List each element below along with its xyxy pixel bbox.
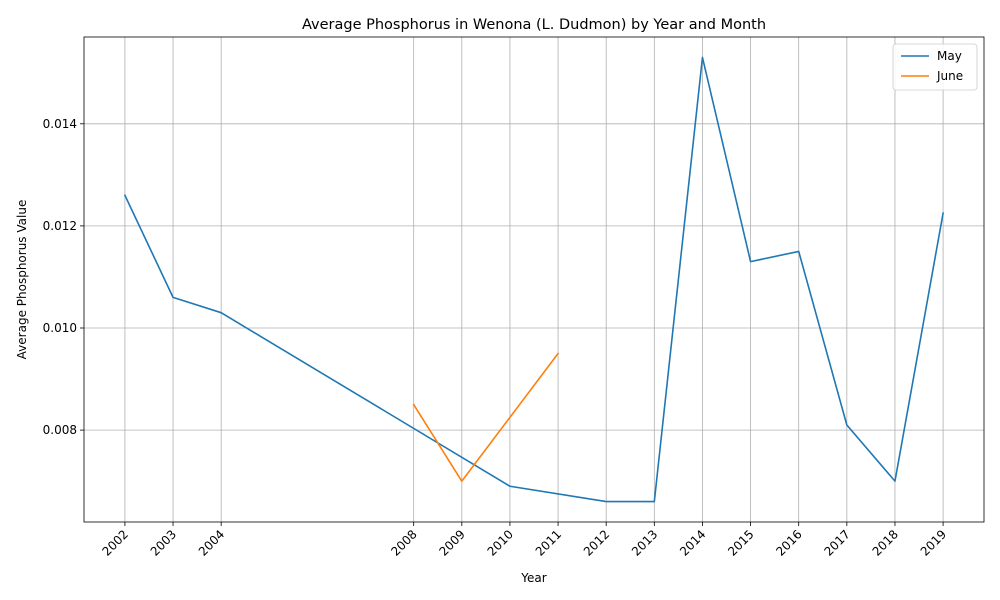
series-line-june xyxy=(412,352,560,482)
y-axis-title: Average Phosphorus Value xyxy=(15,200,29,360)
series-lines xyxy=(123,56,945,503)
y-tick-label: 0.014 xyxy=(43,117,77,131)
series-line-may xyxy=(123,56,945,503)
y-axis: 0.008 0.010 0.012 0.014 xyxy=(43,117,84,437)
grid xyxy=(84,37,984,522)
chart-title: Average Phosphorus in Wenona (L. Dudmon)… xyxy=(302,17,766,33)
y-tick-label: 0.010 xyxy=(43,321,77,335)
legend-label: May xyxy=(937,49,962,63)
legend-box xyxy=(892,43,978,91)
legend: May June xyxy=(892,43,978,91)
y-tick-label: 0.012 xyxy=(43,219,77,233)
x-axis-title: Year xyxy=(520,571,546,585)
legend-label: June xyxy=(936,69,963,83)
y-tick-label: 0.008 xyxy=(43,423,77,437)
plot-area-frame xyxy=(83,36,985,523)
